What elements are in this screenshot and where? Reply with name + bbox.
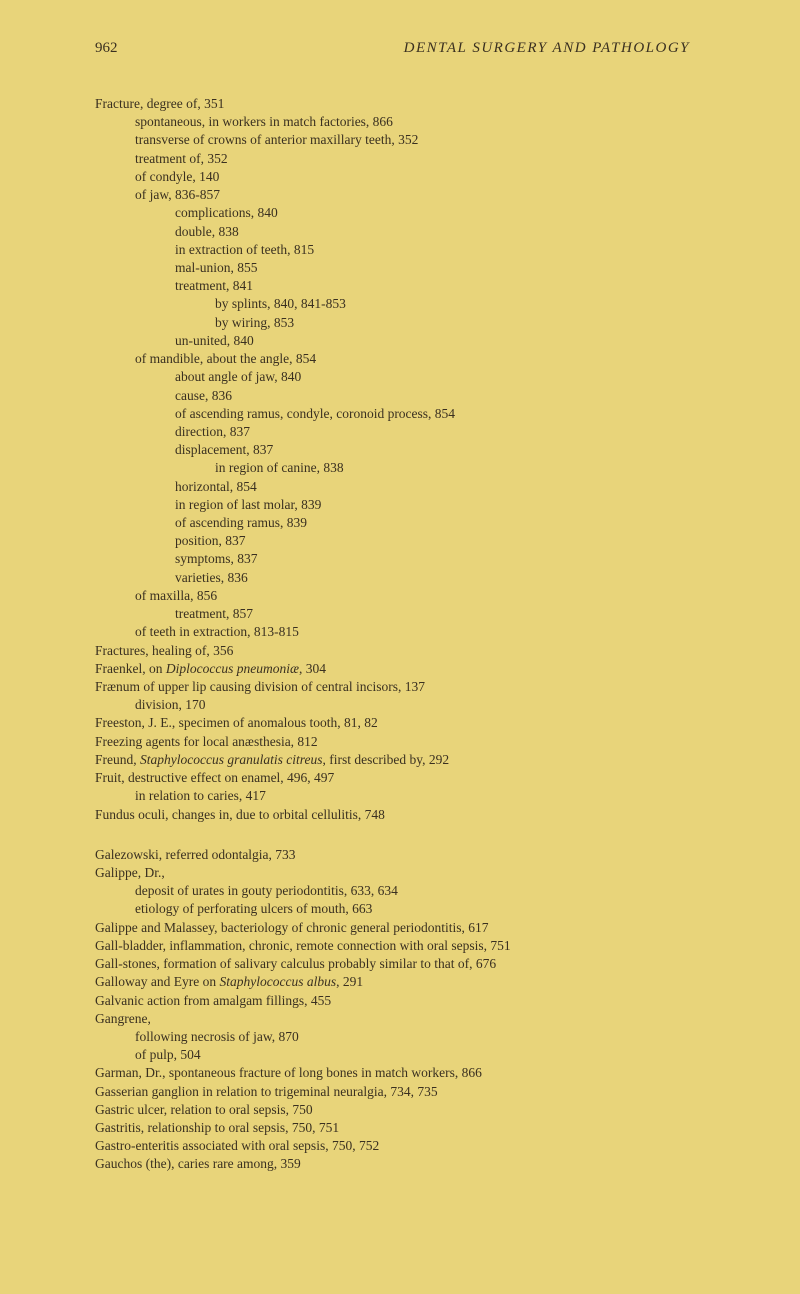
index-entry: direction, 837 xyxy=(175,423,730,441)
index-entry: Gangrene, xyxy=(95,1010,730,1028)
index-entry: of maxilla, 856 xyxy=(135,587,730,605)
index-entry: Gastric ulcer, relation to oral sepsis, … xyxy=(95,1101,730,1119)
index-entry: cause, 836 xyxy=(175,387,730,405)
index-entry: Gastro-enteritis associated with oral se… xyxy=(95,1137,730,1155)
index-entry: complications, 840 xyxy=(175,204,730,222)
index-entry: of teeth in extraction, 813-815 xyxy=(135,623,730,641)
index-entry: in extraction of teeth, 815 xyxy=(175,241,730,259)
index-entry: treatment, 857 xyxy=(175,605,730,623)
index-entry: Galloway and Eyre on Staphylococcus albu… xyxy=(95,973,730,991)
index-entry: about angle of jaw, 840 xyxy=(175,368,730,386)
index-entry: of ascending ramus, condyle, coronoid pr… xyxy=(175,405,730,423)
index-entry: Freeston, J. E., specimen of anomalous t… xyxy=(95,714,730,732)
page: 962 DENTAL SURGERY AND PATHOLOGY Fractur… xyxy=(0,0,800,1294)
index-entry: of ascending ramus, 839 xyxy=(175,514,730,532)
index-entry: of mandible, about the angle, 854 xyxy=(135,350,730,368)
index-entry: displacement, 837 xyxy=(175,441,730,459)
index-entry: Galippe, Dr., xyxy=(95,864,730,882)
index-entry: in relation to caries, 417 xyxy=(135,787,730,805)
index-entry: in region of last molar, 839 xyxy=(175,496,730,514)
index-entry: transverse of crowns of anterior maxilla… xyxy=(135,131,730,149)
index-entry: position, 837 xyxy=(175,532,730,550)
index-entry: Galvanic action from amalgam fillings, 4… xyxy=(95,992,730,1010)
index-entry: spontaneous, in workers in match factori… xyxy=(135,113,730,131)
index-entry: Gastritis, relationship to oral sepsis, … xyxy=(95,1119,730,1137)
index-entry: symptoms, 837 xyxy=(175,550,730,568)
index-entry: Frænum of upper lip causing division of … xyxy=(95,678,730,696)
index-entry: etiology of perforating ulcers of mouth,… xyxy=(135,900,730,918)
page-number: 962 xyxy=(95,40,118,57)
index-entry: Fruit, destructive effect on enamel, 496… xyxy=(95,769,730,787)
index-entry: treatment of, 352 xyxy=(135,150,730,168)
index-entry: Gall-stones, formation of salivary calcu… xyxy=(95,955,730,973)
index-body: Fracture, degree of, 351spontaneous, in … xyxy=(95,95,730,1174)
index-entry: un-united, 840 xyxy=(175,332,730,350)
index-entry: Fraenkel, on Diplococcus pneumoniæ, 304 xyxy=(95,660,730,678)
index-entry: double, 838 xyxy=(175,223,730,241)
index-entry: Galezowski, referred odontalgia, 733 xyxy=(95,846,730,864)
index-entry: Fractures, healing of, 356 xyxy=(95,642,730,660)
page-header: 962 DENTAL SURGERY AND PATHOLOGY xyxy=(95,40,730,57)
index-entry: Fracture, degree of, 351 xyxy=(95,95,730,113)
index-entry: in region of canine, 838 xyxy=(215,459,730,477)
index-entry: Gall-bladder, inflammation, chronic, rem… xyxy=(95,937,730,955)
index-entry: following necrosis of jaw, 870 xyxy=(135,1028,730,1046)
index-entry: deposit of urates in gouty periodontitis… xyxy=(135,882,730,900)
index-entry: varieties, 836 xyxy=(175,569,730,587)
index-entry: Garman, Dr., spontaneous fracture of lon… xyxy=(95,1064,730,1082)
index-entry: mal-union, 855 xyxy=(175,259,730,277)
index-entry: of condyle, 140 xyxy=(135,168,730,186)
index-entry: of pulp, 504 xyxy=(135,1046,730,1064)
index-entry: of jaw, 836-857 xyxy=(135,186,730,204)
index-entry: division, 170 xyxy=(135,696,730,714)
running-title: DENTAL SURGERY AND PATHOLOGY xyxy=(404,40,690,57)
index-entry: Gauchos (the), caries rare among, 359 xyxy=(95,1155,730,1173)
index-entry: Fundus oculi, changes in, due to orbital… xyxy=(95,806,730,824)
index-entry: treatment, 841 xyxy=(175,277,730,295)
index-entry: Gasserian ganglion in relation to trigem… xyxy=(95,1083,730,1101)
index-entry: Freezing agents for local anæsthesia, 81… xyxy=(95,733,730,751)
index-entry: Freund, Staphylococcus granulatis citreu… xyxy=(95,751,730,769)
index-entry: horizontal, 854 xyxy=(175,478,730,496)
index-entry: by wiring, 853 xyxy=(215,314,730,332)
index-entry: by splints, 840, 841-853 xyxy=(215,295,730,313)
index-entry: Galippe and Malassey, bacteriology of ch… xyxy=(95,919,730,937)
